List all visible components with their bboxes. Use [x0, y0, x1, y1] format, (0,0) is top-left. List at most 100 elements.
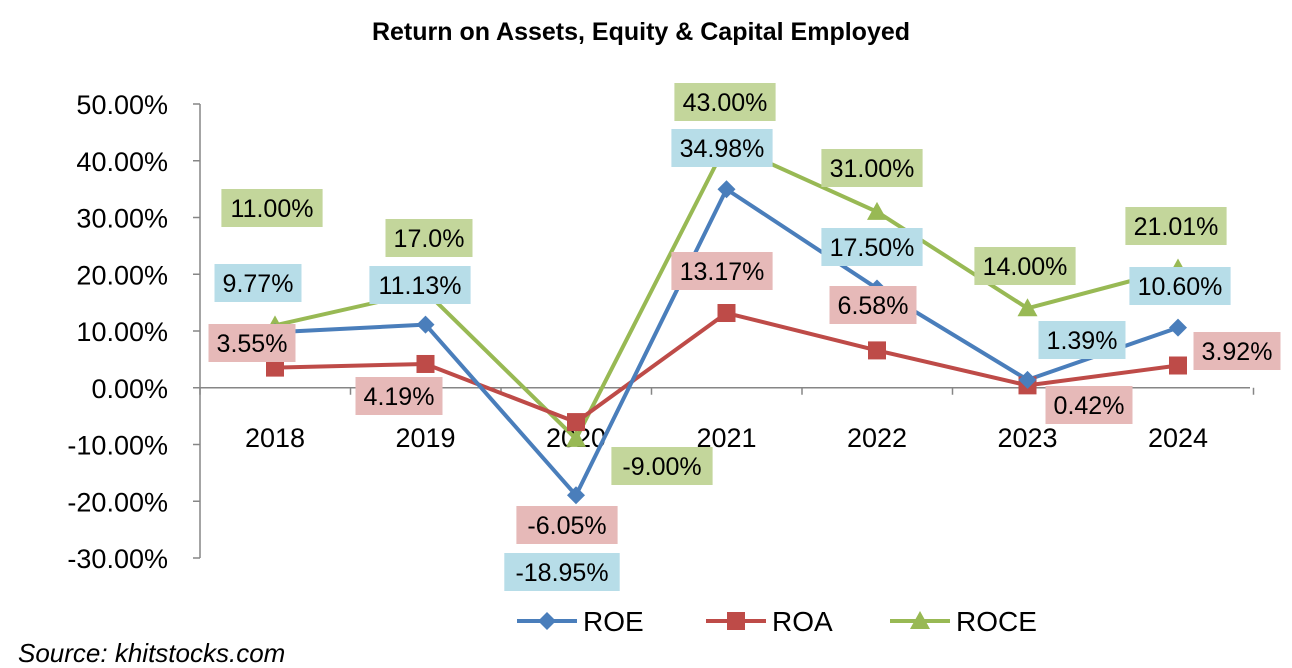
data-label-text: 13.17%	[680, 258, 765, 286]
data-label-bg	[1193, 332, 1281, 370]
roce-marker	[1017, 298, 1038, 317]
data-label-bg	[1038, 321, 1126, 359]
roce-data-label: 11.00%	[221, 189, 323, 227]
legend-label: ROCE	[956, 606, 1037, 637]
x-tick-label: 2018	[245, 423, 305, 453]
roa-data-label: 13.17%	[671, 252, 773, 290]
x-tick-labels: 2018201920202021202220232024	[245, 423, 1208, 453]
data-label-bg	[369, 266, 471, 304]
roce-data-label: 17.0%	[385, 219, 473, 257]
roa-marker	[1169, 356, 1187, 375]
data-label-bg	[821, 228, 923, 266]
roa-data-label: 4.19%	[355, 377, 443, 415]
data-label-bg	[516, 506, 618, 544]
x-tick-label: 2023	[997, 423, 1057, 453]
data-label-text: 0.42%	[1054, 392, 1125, 420]
data-label-text: 17.50%	[830, 234, 915, 262]
data-label-bg	[821, 149, 923, 187]
source-note: Source: khitstocks.com	[18, 638, 285, 668]
legend-label: ROE	[583, 606, 644, 637]
legend-label: ROA	[772, 606, 833, 637]
roa-marker	[717, 304, 736, 323]
data-label-bg	[1129, 267, 1231, 305]
data-label-bg	[974, 247, 1076, 285]
data-label-text: 4.19%	[364, 383, 435, 411]
legend-marker	[538, 612, 556, 630]
roce-data-label: 43.00%	[674, 83, 776, 121]
data-label-bg	[671, 252, 773, 290]
legend-item-roe: ROE	[517, 606, 644, 637]
data-label-text: 6.58%	[838, 292, 909, 320]
legend-item-roce: ROCE	[890, 606, 1037, 637]
roce-data-label: 14.00%	[974, 247, 1076, 285]
data-label-bg	[504, 553, 620, 591]
roa-data-label: -6.05%	[516, 506, 618, 544]
roa-marker	[266, 358, 284, 377]
roe-data-label: 9.77%	[214, 264, 302, 302]
roe-marker	[567, 486, 585, 505]
roe-data-label: 10.60%	[1129, 267, 1231, 305]
data-labels: 11.00% 17.0% -9.00% 43.00% 31.00% 14.00% 21.01…	[208, 83, 1281, 591]
data-label-bg	[214, 264, 302, 302]
data-label-text: -6.05%	[527, 512, 606, 540]
data-label-bg	[208, 324, 296, 362]
y-tick-label: 0.00%	[91, 374, 168, 404]
data-label-text: 31.00%	[830, 155, 915, 183]
data-label-text: 11.00%	[231, 195, 314, 223]
data-label-text: 3.55%	[217, 330, 288, 358]
data-label-text: 17.0%	[394, 225, 465, 253]
roa-marker	[416, 354, 435, 373]
roa-data-label: 0.42%	[1045, 386, 1133, 424]
data-label-bg	[829, 286, 917, 324]
legend-item-roa: ROA	[706, 606, 833, 637]
x-tick-label: 2019	[395, 423, 455, 453]
data-label-text: 34.98%	[680, 135, 765, 163]
roe-marker	[1169, 318, 1187, 337]
roa-data-label: 6.58%	[829, 286, 917, 324]
legend-marker	[727, 612, 745, 630]
data-label-bg	[355, 377, 443, 415]
roce-data-label: -9.00%	[611, 447, 713, 485]
data-label-bg	[385, 219, 473, 257]
y-tick-label: -20.00%	[67, 487, 168, 517]
legend-marker	[910, 611, 930, 629]
data-label-text: 1.39%	[1047, 327, 1118, 355]
roe-data-label: 11.13%	[369, 266, 471, 304]
data-label-bg	[611, 447, 713, 485]
y-tick-label: -10.00%	[67, 431, 168, 461]
data-label-text: -9.00%	[622, 453, 701, 481]
y-tick-label: 10.00%	[76, 317, 168, 347]
roe-data-label: -18.95%	[504, 553, 620, 591]
data-label-text: 9.77%	[223, 270, 294, 298]
roce-data-label: 31.00%	[821, 149, 923, 187]
y-tick-label: 50.00%	[76, 90, 168, 120]
y-tick-label: -30.00%	[67, 544, 168, 574]
roe-marker	[717, 180, 736, 199]
data-label-bg	[1125, 207, 1227, 245]
data-label-text: -18.95%	[515, 559, 608, 587]
data-label-bg	[674, 83, 776, 121]
data-label-bg	[671, 129, 773, 167]
roce-marker	[566, 428, 586, 447]
data-label-text: 3.92%	[1202, 338, 1273, 366]
data-label-text: 11.13%	[379, 272, 462, 300]
y-tick-label: 40.00%	[76, 147, 168, 177]
data-label-text: 10.60%	[1138, 273, 1223, 301]
roce-marker	[867, 201, 887, 220]
y-tick-label: 20.00%	[76, 260, 168, 290]
roa-data-label: 3.92%	[1193, 332, 1281, 370]
roe-data-label: 1.39%	[1038, 321, 1126, 359]
x-tick-label: 2024	[1148, 423, 1208, 453]
roa-marker	[567, 413, 585, 432]
roe-marker	[416, 315, 435, 334]
y-ticks: 50.00% 40.00% 30.00% 20.00% 10.00% 0.00% -10.0…	[67, 90, 200, 574]
roe-data-label: 17.50%	[821, 228, 923, 266]
y-tick-label: 30.00%	[76, 204, 168, 234]
roe-data-label: 34.98%	[671, 129, 773, 167]
data-label-bg	[1045, 386, 1133, 424]
data-label-bg	[221, 189, 323, 227]
roe-marker	[1018, 370, 1037, 389]
roa-marker	[868, 341, 886, 360]
